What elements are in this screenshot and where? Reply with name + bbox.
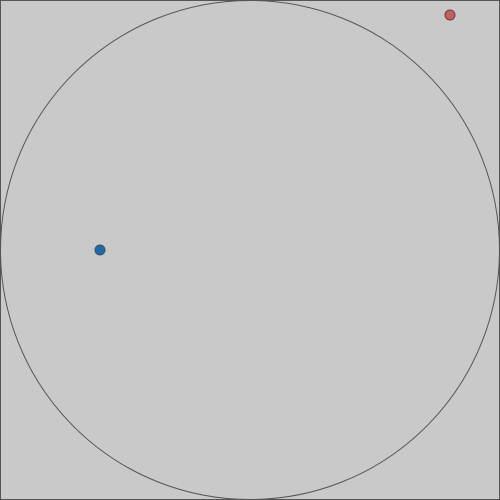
target-dot-icon[interactable]: [444, 9, 456, 21]
player-dot-icon[interactable]: [94, 244, 106, 256]
